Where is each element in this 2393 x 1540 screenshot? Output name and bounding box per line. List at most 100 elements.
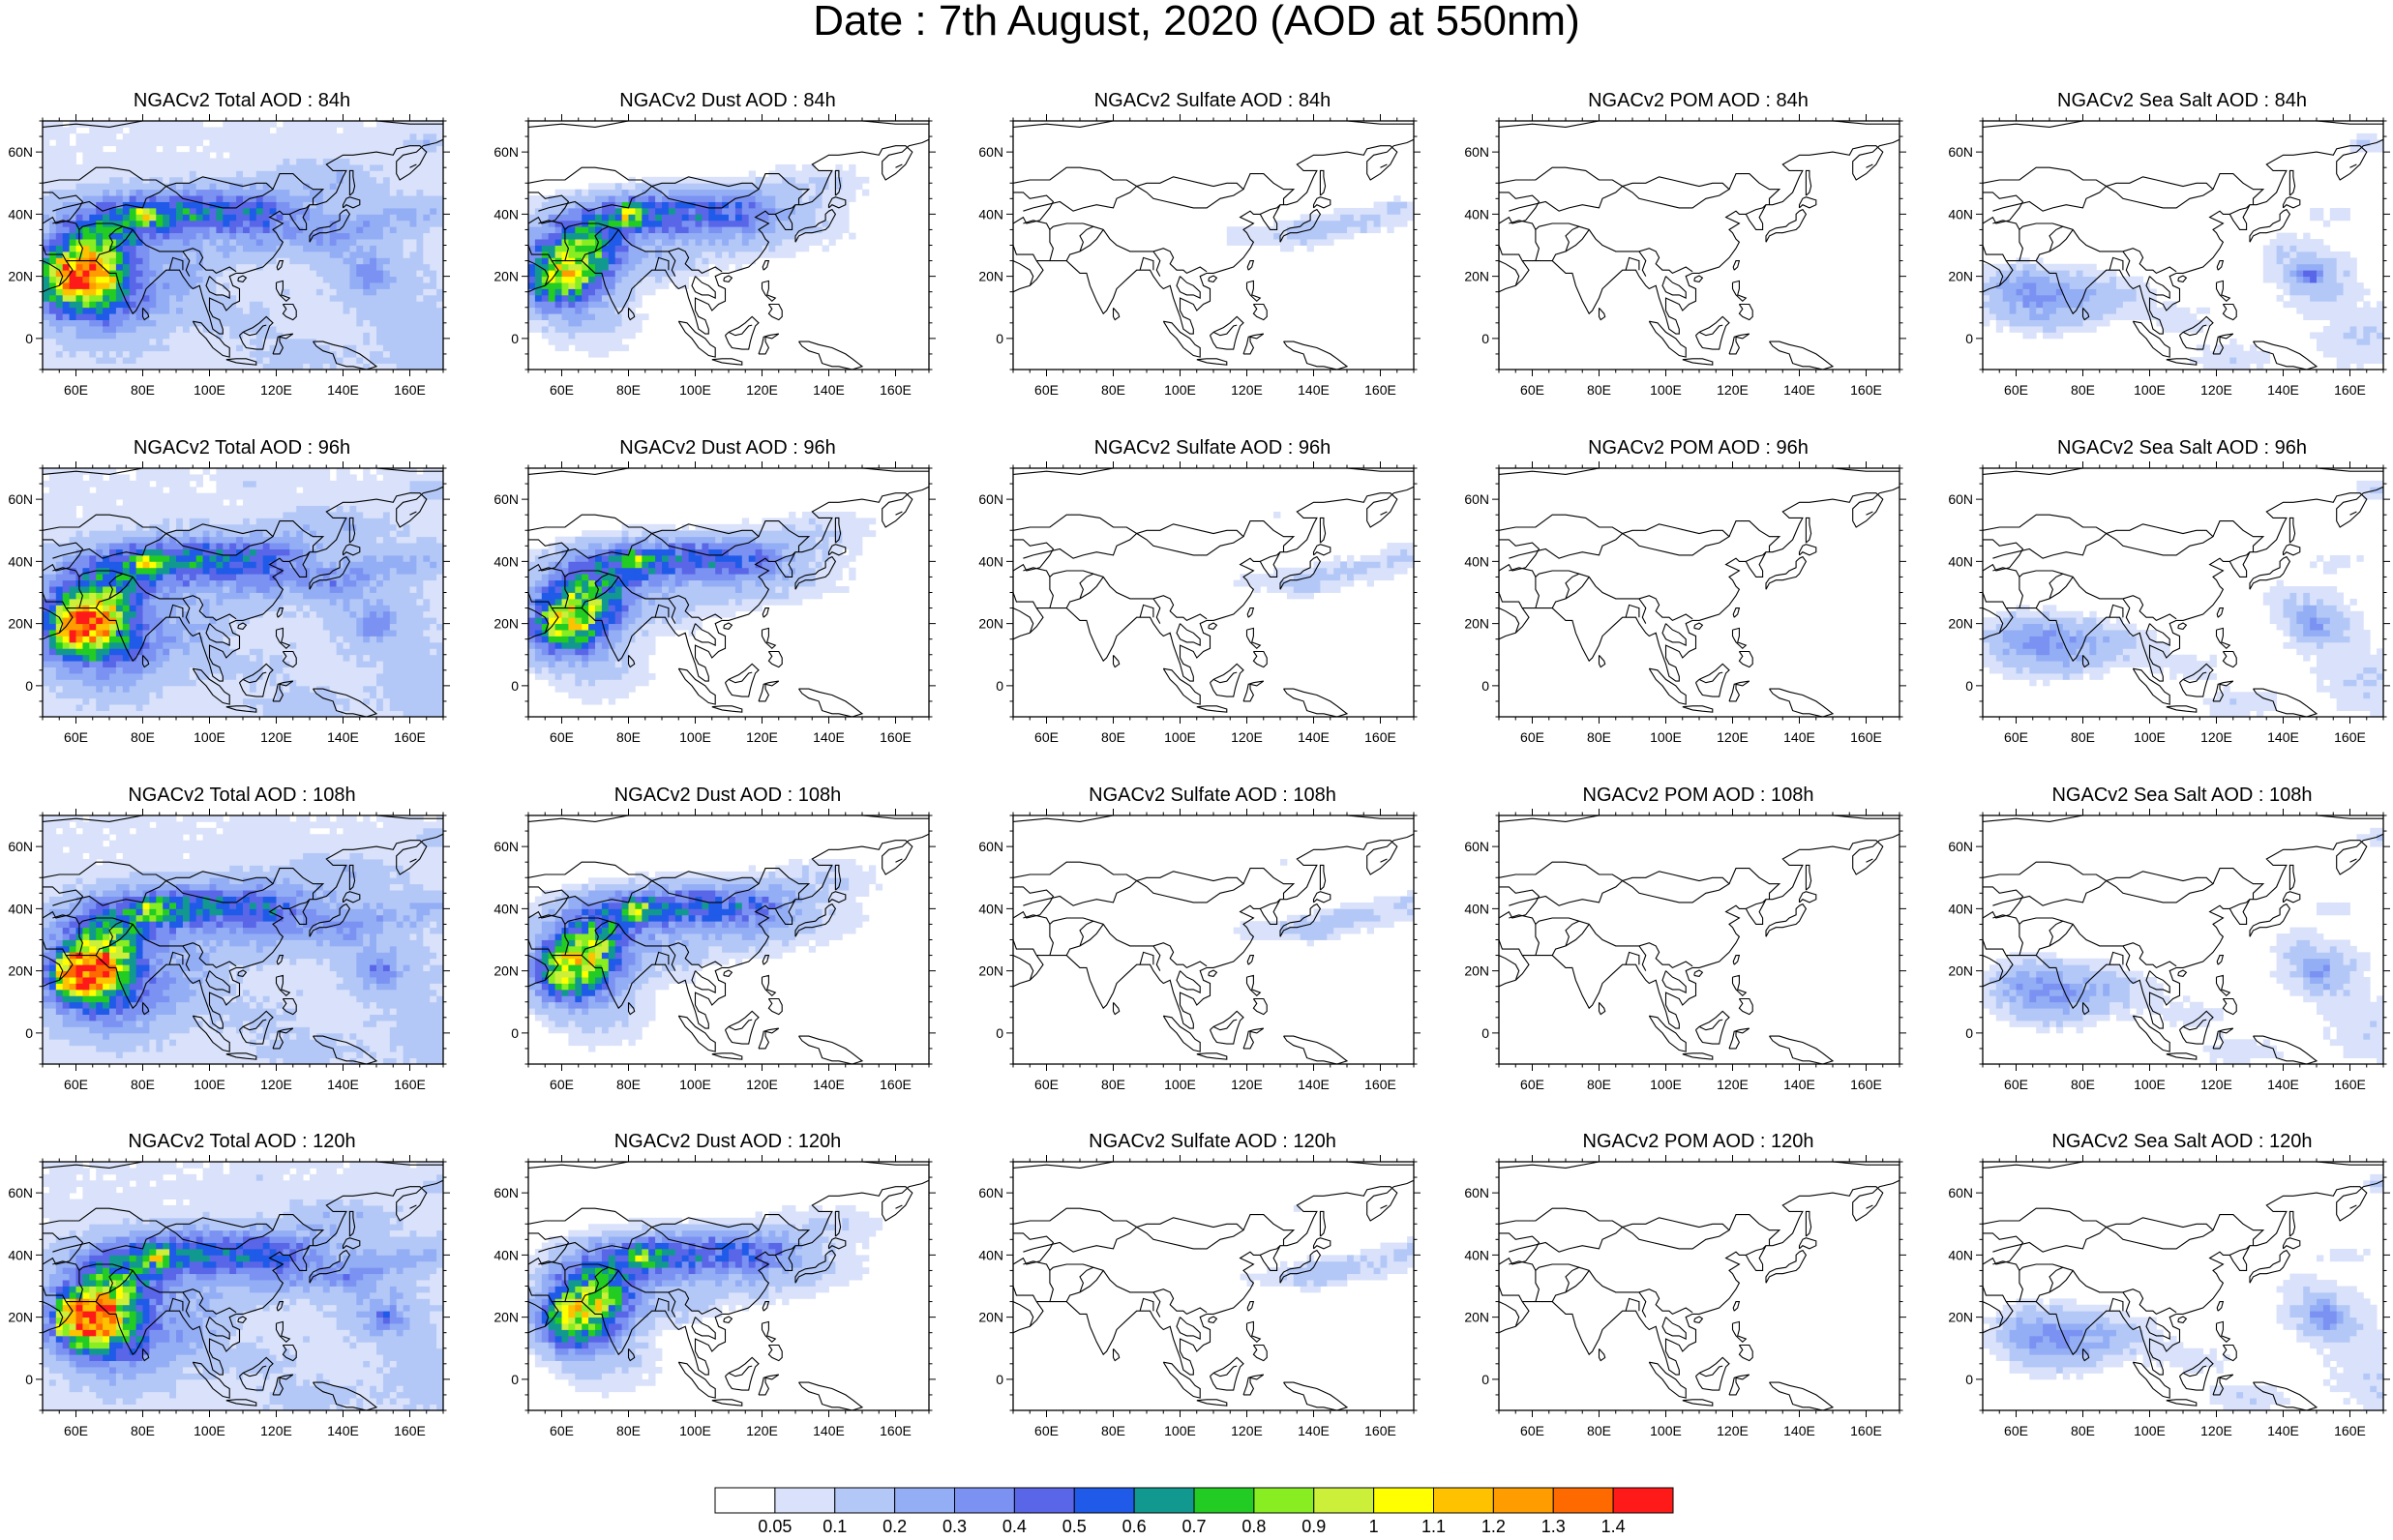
aod-cell (568, 332, 575, 339)
aod-cell (383, 233, 390, 240)
aod-cell (176, 221, 183, 227)
aod-cell (423, 239, 430, 246)
aod-cell (602, 264, 609, 271)
aod-cell (243, 282, 250, 289)
aod-cell (223, 282, 229, 289)
aod-cell (296, 239, 303, 246)
aod-cell (250, 239, 256, 246)
aod-cell (2337, 326, 2344, 333)
aod-cell (303, 667, 310, 674)
aod-cell (316, 159, 323, 165)
aod-cell (330, 636, 337, 642)
aod-cell (582, 301, 588, 308)
aod-cell (622, 246, 629, 252)
aod-cell (1333, 221, 1340, 227)
aod-cell (397, 257, 404, 264)
aod-cell (2070, 264, 2077, 271)
aod-cell (176, 202, 183, 209)
aod-cell (196, 655, 203, 662)
aod-cell (283, 257, 289, 264)
aod-cell (370, 308, 376, 314)
aod-cell (176, 661, 183, 667)
aod-cell (2344, 277, 2350, 283)
aod-cell (2323, 326, 2330, 333)
aod-cell (835, 226, 842, 233)
aod-cell (337, 320, 344, 327)
aod-cell (63, 692, 70, 698)
aod-cell (310, 308, 316, 314)
aod-cell (575, 252, 582, 258)
aod-cell (1367, 208, 1374, 215)
aod-cell (63, 170, 70, 177)
aod-cell (376, 282, 383, 289)
aod-cell (582, 332, 588, 339)
aod-cell (655, 246, 662, 252)
aod-cell (2337, 301, 2344, 308)
aod-cell (330, 214, 337, 221)
aod-cell (410, 208, 417, 215)
aod-cell (2310, 332, 2317, 339)
aod-cell (263, 642, 270, 649)
aod-cell (397, 332, 404, 339)
aod-cell (223, 246, 229, 252)
aod-cell (615, 195, 622, 202)
aod-cell (169, 648, 176, 655)
aod-cell (136, 698, 143, 705)
aod-cell (223, 195, 229, 202)
aod-cell (404, 226, 410, 233)
aod-cell (296, 257, 303, 264)
aod-cell (136, 661, 143, 667)
aod-cell (210, 214, 217, 221)
aod-cell (149, 257, 156, 264)
aod-cell (1327, 233, 1333, 240)
aod-cell (109, 282, 116, 289)
aod-cell (568, 264, 575, 271)
aod-cell (356, 642, 363, 649)
aod-cell (243, 288, 250, 295)
aod-cell (256, 177, 263, 184)
aod-cell (344, 277, 350, 283)
aod-cell (363, 195, 370, 202)
aod-cell (283, 246, 289, 252)
aod-cell (669, 208, 675, 215)
aod-cell (629, 183, 636, 190)
aod-cell (2296, 239, 2303, 246)
aod-cell (410, 170, 417, 177)
aod-cell (130, 239, 136, 246)
aod-cell (436, 698, 443, 705)
aod-cell (376, 655, 383, 662)
aod-cell (702, 195, 708, 202)
aod-cell (236, 264, 243, 271)
aod-cell (43, 127, 49, 133)
aod-cell (404, 351, 410, 358)
aod-cell (562, 326, 569, 333)
aod-cell (356, 673, 363, 680)
aod-cell (256, 252, 263, 258)
aod-cell (190, 121, 196, 128)
aod-cell (397, 202, 404, 209)
aod-cell (735, 221, 742, 227)
aod-cell (702, 221, 708, 227)
aod-cell (1393, 221, 1400, 227)
aod-cell (337, 121, 344, 128)
aod-cell (588, 351, 595, 358)
aod-cell (303, 648, 310, 655)
aod-cell (296, 295, 303, 302)
aod-cell (662, 208, 669, 215)
aod-cell (2017, 308, 2023, 314)
aod-cell (2289, 277, 2296, 283)
aod-cell (397, 698, 404, 705)
aod-cell (2296, 282, 2303, 289)
lon-tick-label: 140E (1783, 382, 1815, 398)
aod-cell (163, 288, 169, 295)
aod-cell (789, 170, 795, 177)
aod-cell (143, 686, 150, 693)
aod-cell (323, 133, 330, 140)
aod-cell (549, 233, 555, 240)
aod-cell (696, 226, 703, 233)
aod-cell (156, 139, 163, 146)
aod-cell (196, 139, 203, 146)
aod-cell (2049, 332, 2056, 339)
aod-cell (635, 214, 642, 221)
aod-cell (344, 351, 350, 358)
